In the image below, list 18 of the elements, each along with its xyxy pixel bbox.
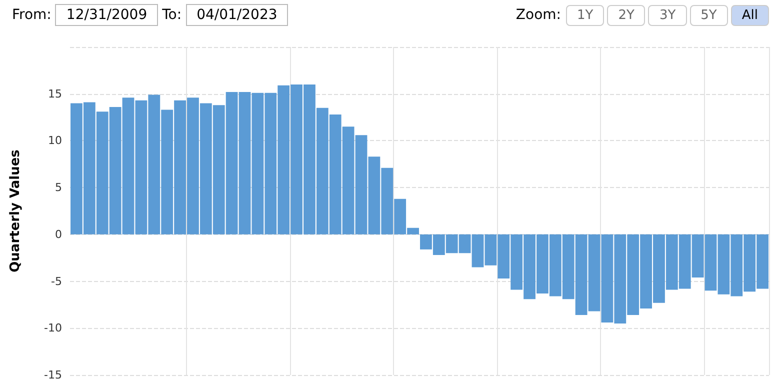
text: 3Y: [648, 4, 687, 26]
y-tick-label: 15: [48, 87, 62, 100]
text: 12/31/2009: [55, 4, 158, 26]
text: 1Y: [566, 4, 604, 26]
y-tick-label: 10: [48, 134, 62, 148]
text: 5Y: [690, 4, 728, 26]
text: 2Y: [607, 4, 646, 26]
y-tick-label: -5: [51, 274, 62, 288]
y-tick-label: 5: [55, 181, 62, 194]
y-tick-label: -15: [44, 368, 62, 382]
text: From:: [12, 7, 52, 23]
text: To:: [162, 7, 182, 23]
text: 04/01/2023: [186, 4, 288, 26]
y-axis-title: Quarterly Values: [8, 149, 23, 272]
y-tick-label: -10: [44, 322, 62, 335]
text: All: [730, 4, 769, 26]
text: Zoom:: [516, 7, 561, 23]
y-tick-label: 0: [55, 228, 62, 241]
